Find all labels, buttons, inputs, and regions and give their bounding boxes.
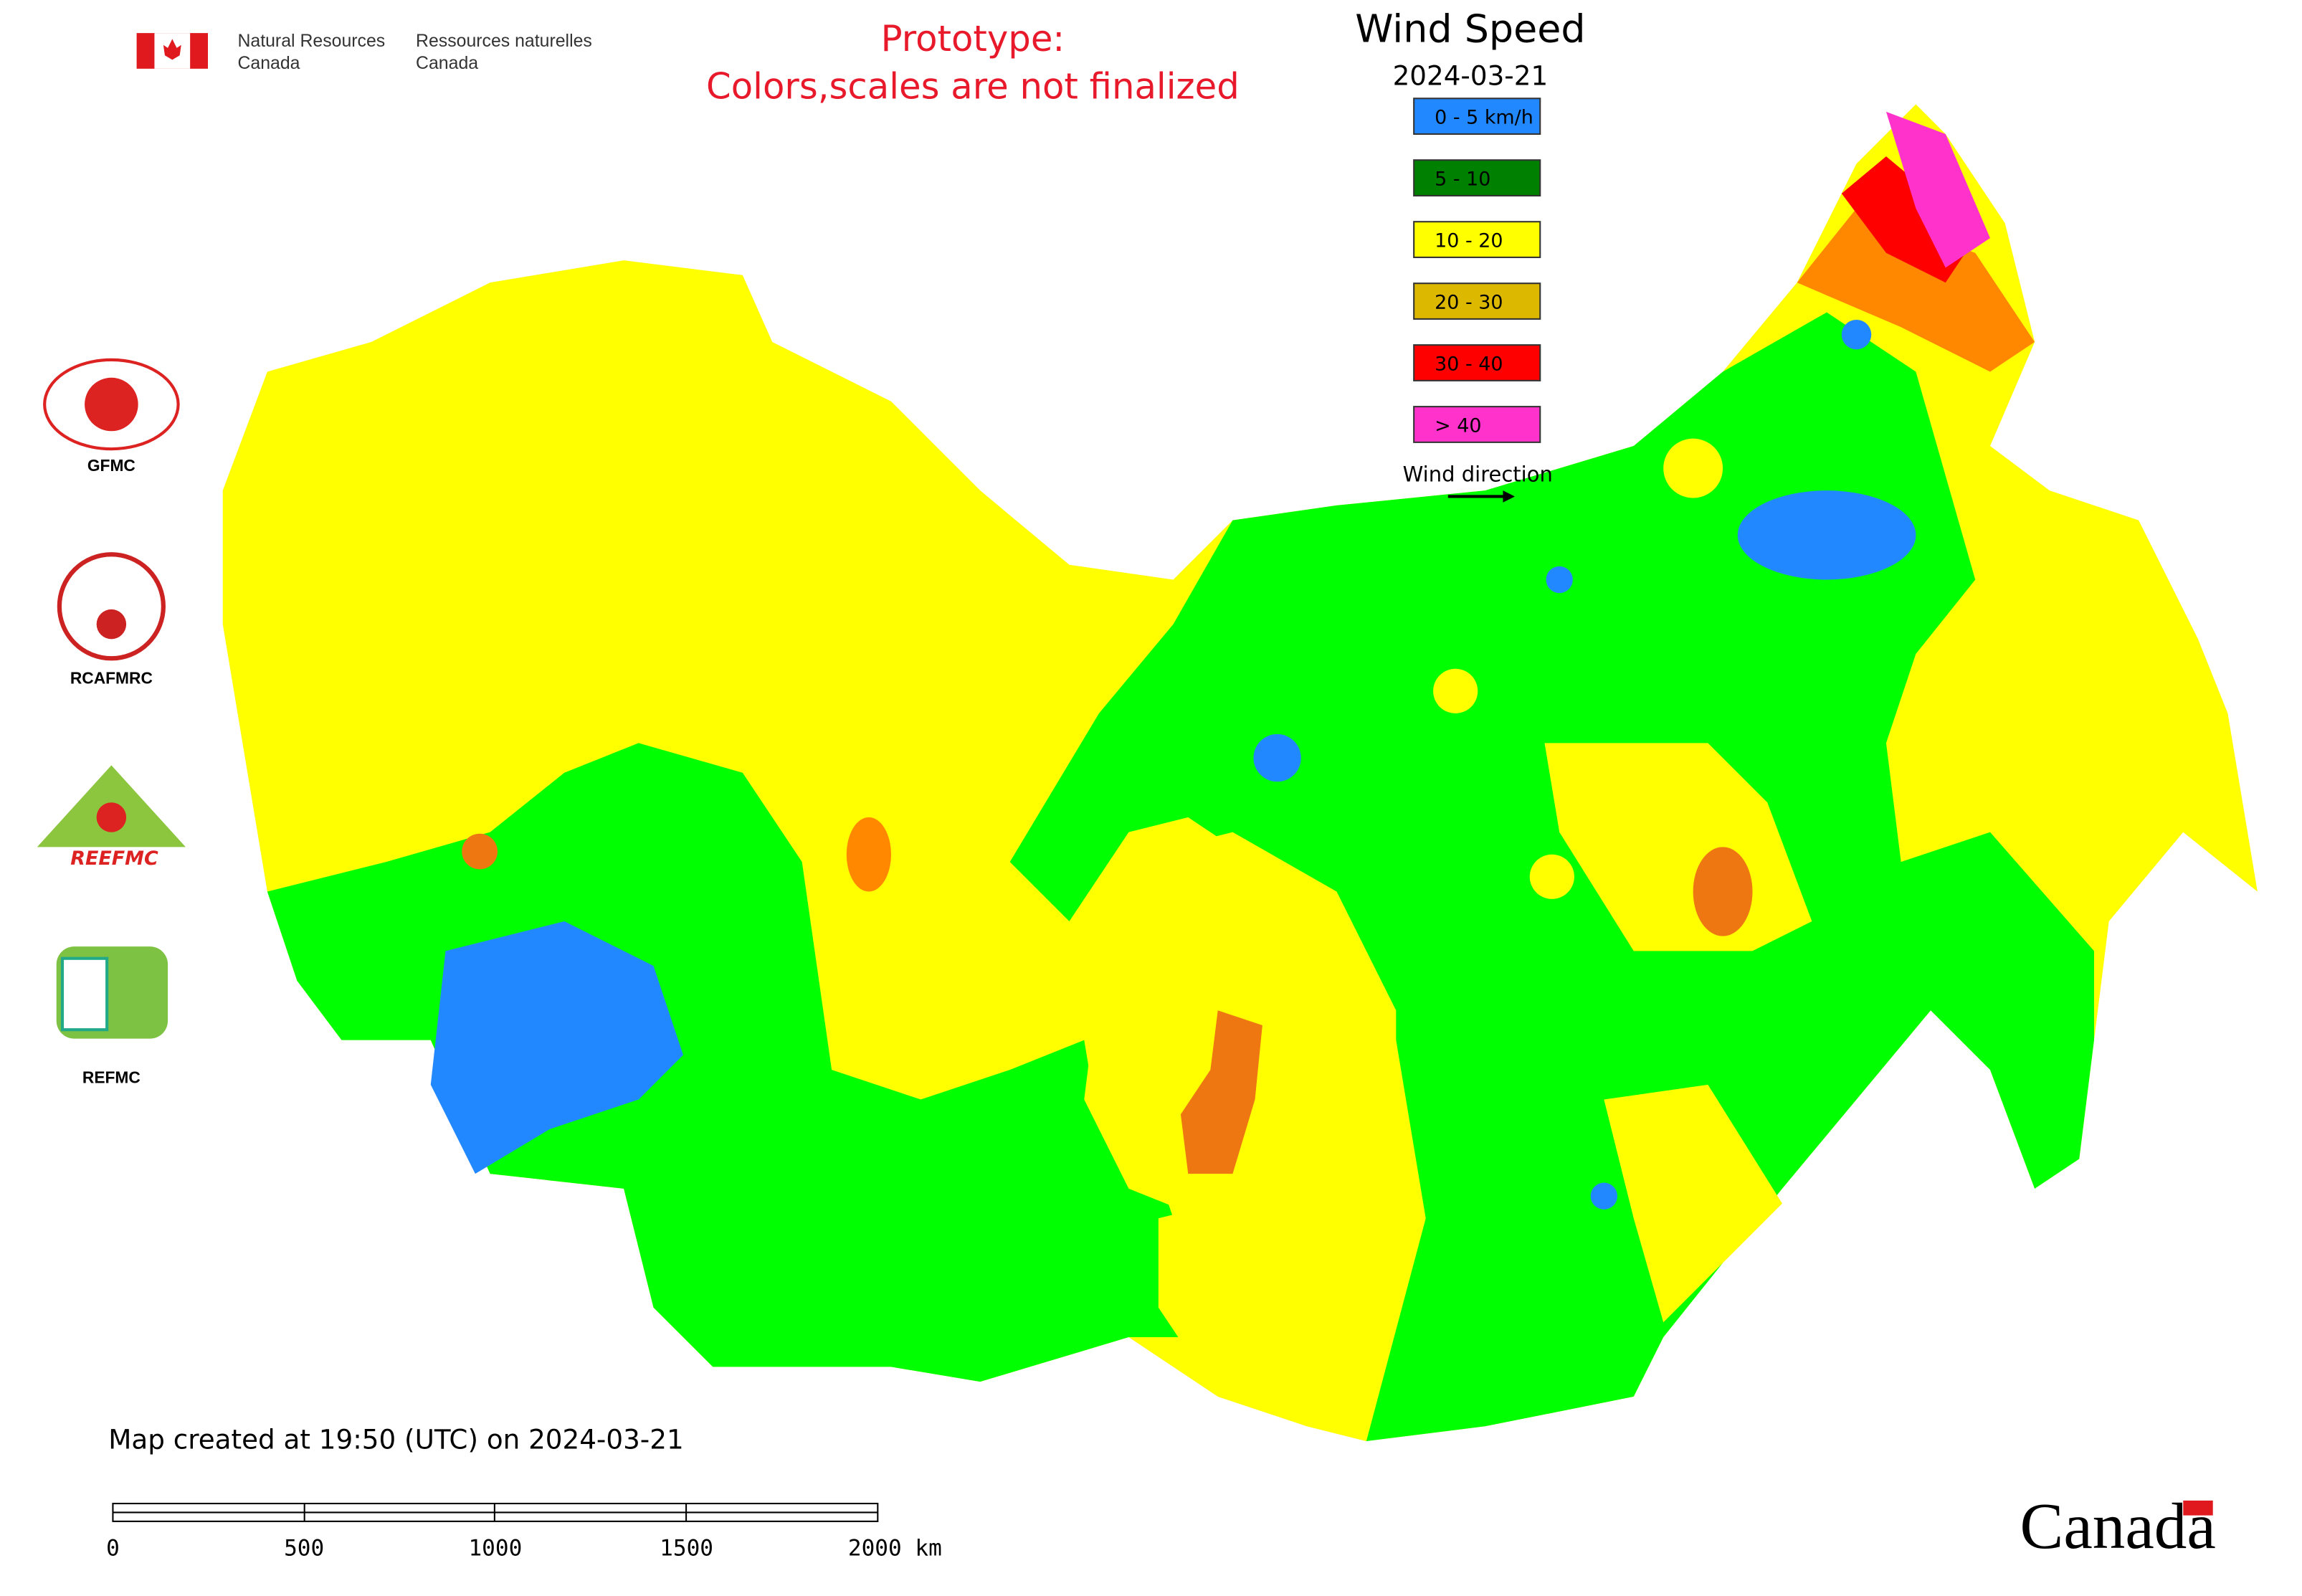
legend-label: 0 - 5 km/h	[1435, 106, 1533, 128]
wind-arrow	[1447, 490, 1516, 503]
map-created: Map created at 19:50 (UTC) on 2024-03-21	[108, 1423, 683, 1455]
map	[222, 104, 2258, 1442]
legend-swatch	[1413, 159, 1541, 196]
legend-swatch	[1413, 221, 1541, 258]
legend-swatch	[1413, 344, 1541, 381]
nrcan-fr: Canada	[416, 54, 478, 73]
nrcan-en: Canada	[237, 54, 300, 73]
scale-label: 500	[284, 1536, 324, 1562]
canada-flag	[136, 33, 209, 69]
legend-swatch	[1413, 98, 1541, 136]
reefmc-logo	[37, 765, 186, 847]
legend-label: 20 - 30	[1435, 291, 1503, 313]
legend: 0 - 5 km/h 5 - 10 10 - 20 20 - 30 30 - 40 > 4…	[1413, 98, 1541, 443]
legend-label: 5 - 10	[1435, 168, 1490, 190]
scale-label: 1500	[660, 1536, 713, 1562]
scale-label: 2000 km	[848, 1536, 942, 1562]
wordmark-flag	[2183, 1500, 2213, 1516]
nrcan-fr: Ressources naturelles	[416, 32, 592, 51]
logo-text: REEFMC	[70, 847, 158, 870]
gfmc-logo	[43, 358, 180, 451]
scale-bar	[112, 1502, 879, 1522]
logo-label: RCAFMRC	[70, 668, 153, 687]
nrcan-en: Natural Resources	[237, 32, 385, 51]
scale-labels: 0 500 1000 1500 2000 km	[106, 1536, 942, 1562]
rcafmrc-logo	[57, 552, 166, 661]
legend-label: 10 - 20	[1435, 229, 1503, 252]
legend-label: > 40	[1435, 414, 1481, 437]
logo-label: GFMC	[87, 456, 135, 475]
scale-label: 1000	[468, 1536, 522, 1562]
legend-label: 30 - 40	[1435, 353, 1503, 375]
wind-direction-label: Wind direction	[1403, 462, 1553, 487]
scale-label: 0	[106, 1536, 120, 1562]
legend-swatch	[1413, 406, 1541, 443]
legend-title: Wind Speed	[1355, 6, 1585, 52]
notice: Prototype:	[881, 18, 1065, 60]
legend-date: 2024-03-21	[1393, 60, 1549, 92]
logo-label: REFMC	[82, 1068, 141, 1087]
refmc-logo	[56, 946, 168, 1039]
legend-swatch	[1413, 282, 1541, 320]
notice: Colors,scales are not finalized	[706, 65, 1240, 107]
